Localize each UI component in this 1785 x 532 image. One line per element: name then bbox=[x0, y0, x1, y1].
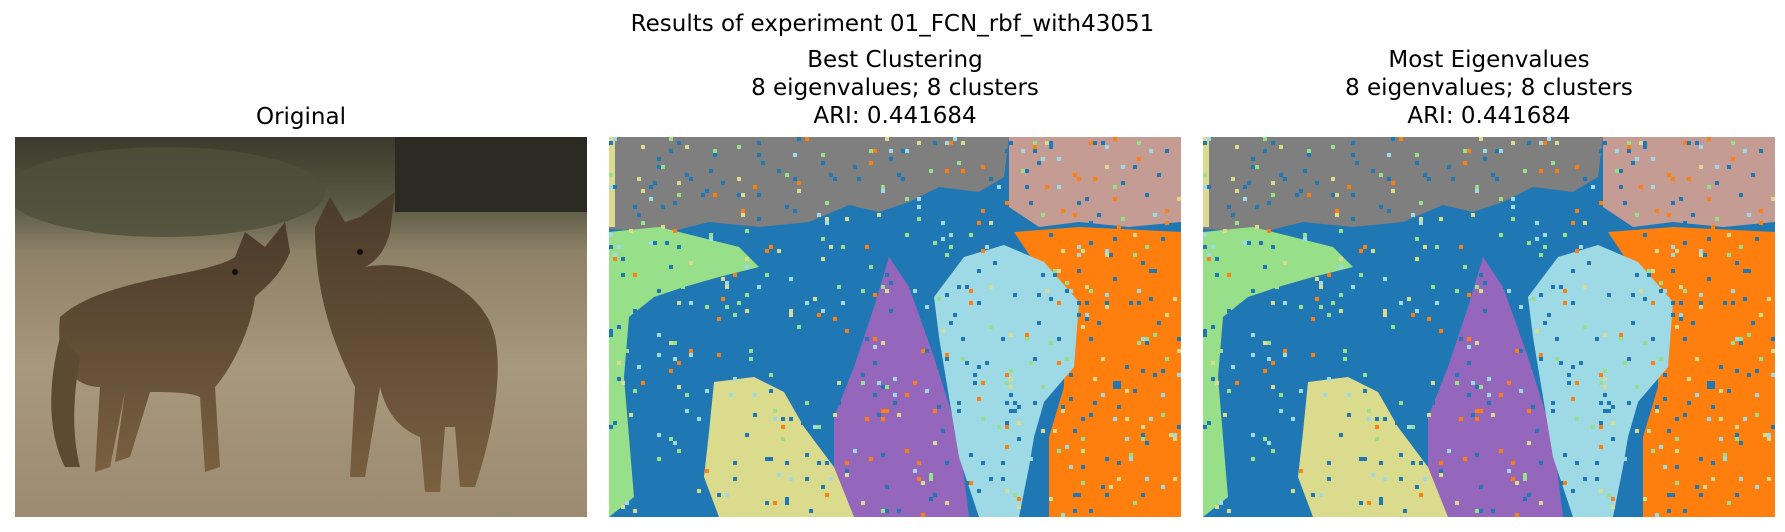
panel-most-eigenvalues: Most Eigenvalues 8 eigenvalues; 8 cluste… bbox=[1203, 0, 1775, 532]
segment-region-olive bbox=[704, 377, 854, 517]
segment-region-gray bbox=[1203, 137, 1603, 232]
segment-speckle-noise bbox=[609, 137, 1181, 517]
panel-title-best: Best Clustering 8 eigenvalues; 8 cluster… bbox=[609, 46, 1181, 130]
panel-title-line: ARI: 0.441684 bbox=[813, 103, 977, 129]
panel-title-original: Original bbox=[15, 103, 587, 131]
panel-title-most: Most Eigenvalues 8 eigenvalues; 8 cluste… bbox=[1203, 46, 1775, 130]
segment-region-light_green bbox=[609, 227, 759, 517]
segment-region-purple bbox=[1428, 257, 1563, 517]
segmentation-map-most bbox=[1203, 137, 1775, 517]
panel-title-line: ARI: 0.441684 bbox=[1407, 103, 1571, 129]
segment-region-olive bbox=[1203, 137, 1209, 227]
panel-title-line: Original bbox=[255, 104, 346, 130]
segment-region-olive bbox=[1298, 377, 1448, 517]
panel-best-clustering: Best Clustering 8 eigenvalues; 8 cluster… bbox=[609, 0, 1181, 532]
segment-region-orange bbox=[1608, 227, 1775, 517]
segment-region-light_green bbox=[1203, 227, 1353, 517]
panel-original: Original bbox=[15, 0, 587, 532]
segment-region-purple bbox=[834, 257, 969, 517]
segment-speckle-noise bbox=[1203, 137, 1775, 517]
figure-title: Results of experiment 01_FCN_rbf_with430… bbox=[630, 11, 1155, 37]
segment-region-orange bbox=[1014, 227, 1181, 517]
segment-region-gray bbox=[609, 137, 1009, 232]
panel-title-line: 8 eigenvalues; 8 clusters bbox=[1345, 75, 1633, 101]
segmentation-map-best bbox=[609, 137, 1181, 517]
panel-title-line: Most Eigenvalues bbox=[1388, 47, 1590, 73]
panel-title-line: 8 eigenvalues; 8 clusters bbox=[751, 75, 1039, 101]
panel-title-line: Best Clustering bbox=[807, 47, 983, 73]
segment-region-olive bbox=[609, 137, 615, 227]
original-photo bbox=[15, 137, 587, 517]
